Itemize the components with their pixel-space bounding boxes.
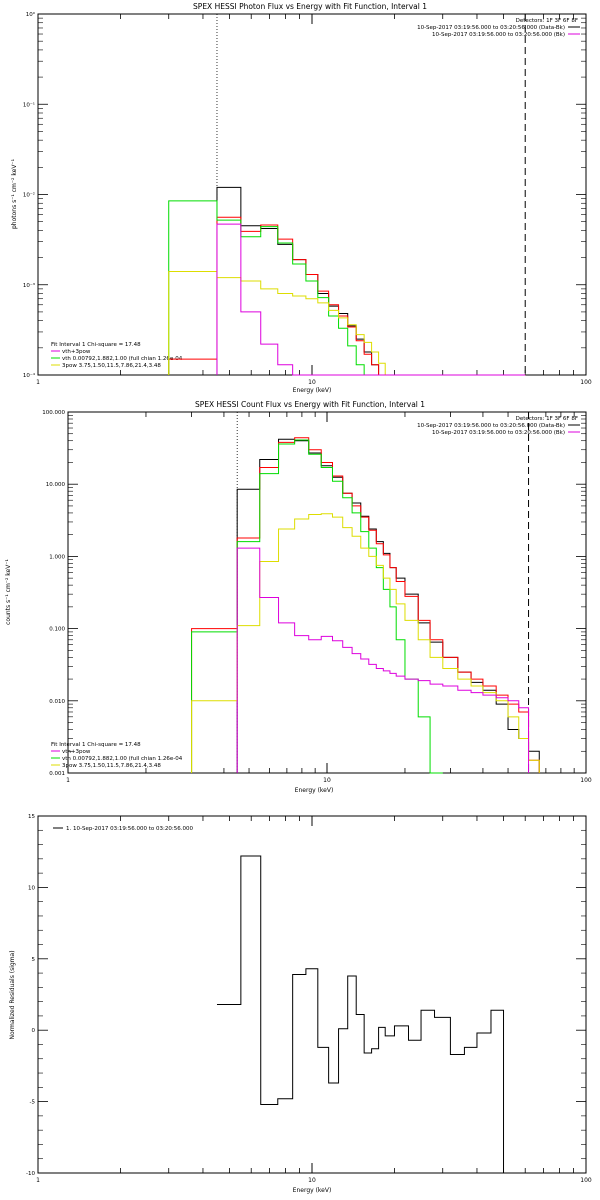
y-tick-label: 100.000 — [42, 410, 65, 416]
photon-flux-legend-bottom-0: Fit Interval 1 Chi-square = 17.48 — [51, 342, 141, 348]
x-tick-label: 1 — [36, 1177, 40, 1184]
y-tick-label: 10 — [28, 885, 35, 891]
count-flux-ylabel: counts s⁻¹ cm⁻² keV⁻¹ — [5, 559, 12, 625]
y-tick-label: 0.100 — [49, 627, 65, 633]
photon-flux-legend-bottom: Fit Interval 1 Chi-square = 17.48 vth+3p… — [51, 342, 183, 369]
photon-flux-legend-top-1: 10-Sep-2017 03:19:56.000 to 03:20:56.000… — [417, 25, 565, 31]
photon-flux-plot-frame — [37, 13, 587, 376]
photon-flux-xlabel: Energy (keV) — [293, 387, 332, 394]
total-series-line — [191, 437, 540, 773]
y-tick-label: -5 — [30, 1100, 36, 1106]
y-tick-label: 10.000 — [46, 482, 66, 488]
count-flux-legend-bottom-0: Fit Interval 1 Chi-square = 17.48 — [51, 742, 141, 748]
count-flux-legend-bottom-3: 3pow 3.75,1.50,11.5,7.86,21.4,3.48 — [62, 763, 161, 769]
x-tick-label: 100 — [580, 1177, 592, 1184]
photon-flux-legend-bottom-2: vth 0.00792,1.882,1.00 (full chian 1.26e… — [62, 356, 183, 362]
count-flux-legend-bottom: Fit Interval 1 Chi-square = 17.48 vth+3p… — [51, 742, 183, 769]
y-tick-label: 1.000 — [49, 554, 65, 560]
y-tick-label: 5 — [32, 957, 36, 963]
x-tick-label: 100 — [580, 379, 592, 386]
count-flux-xlabel: Energy (keV) — [295, 787, 334, 794]
residuals-panel: Energy (keV) Normalized Residuals (sigma… — [9, 814, 592, 1194]
x-tick-label: 1 — [36, 379, 40, 386]
y-tick-label: 0 — [32, 1028, 36, 1034]
photon-flux-ylabel: photons s⁻¹ cm⁻² keV⁻¹ — [11, 158, 18, 229]
y-tick-label: -10 — [26, 1171, 35, 1177]
x-tick-label: 1 — [66, 777, 70, 784]
count-flux-title: SPEX HESSI Count Flux vs Energy with Fit… — [195, 400, 425, 409]
x-tick-label: 100 — [580, 777, 592, 784]
residuals-ylabel: Normalized Residuals (sigma) — [9, 950, 16, 1039]
photon-flux-legend-top-0: Detectors: 1F 3F 6F 8F — [516, 18, 578, 24]
count-flux-legend-top-2: 10-Sep-2017 03:19:56.000 to 03:20:56.000… — [432, 430, 565, 436]
residuals-legend-0: 1. 10-Sep-2017 03:19:56.000 to 03:20:56.… — [66, 826, 193, 832]
total-series-line — [168, 216, 526, 376]
thermal-series-line — [168, 200, 451, 376]
y-tick-label: 15 — [28, 814, 35, 820]
photon-flux-title: SPEX HESSI Photon Flux vs Energy with Fi… — [193, 2, 427, 11]
count-flux-legend-top-1: 10-Sep-2017 03:19:56.000 to 03:20:56.000… — [417, 423, 565, 429]
background-series-line — [236, 547, 530, 773]
photon-flux-legend-bottom-3: 3pow 3.75,1.50,11.5,7.86,21.4,3.48 — [62, 363, 161, 369]
y-tick-label: 10⁻³ — [23, 282, 35, 289]
photon-flux-panel: SPEX HESSI Photon Flux vs Energy with Fi… — [11, 2, 592, 394]
x-tick-label: 10 — [308, 1177, 316, 1184]
data-series-line — [236, 438, 540, 773]
powerlaw-series-line — [168, 271, 526, 376]
x-tick-label: 10 — [308, 379, 316, 386]
y-tick-label: 10⁻⁴ — [23, 372, 36, 379]
count-flux-legend-bottom-1: vth+3pow — [62, 749, 91, 755]
y-tick-label: 0.001 — [49, 771, 65, 777]
background-series-line — [216, 223, 526, 376]
powerlaw-series-line — [191, 513, 540, 773]
count-flux-panel: SPEX HESSI Count Flux vs Energy with Fit… — [5, 400, 592, 794]
y-tick-label: 10⁰ — [26, 11, 36, 18]
residuals-series-line — [216, 855, 505, 1173]
count-flux-legend-top-0: Detectors: 1F 3F 6F 8F — [516, 416, 578, 422]
photon-flux-legend-top-2: 10-Sep-2017 03:19:56.000 to 03:20:56.000… — [432, 32, 565, 38]
y-tick-label: 10⁻¹ — [23, 101, 35, 108]
thermal-series-line — [191, 439, 443, 774]
y-tick-label: 10⁻² — [23, 192, 35, 199]
count-flux-legend-bottom-2: vth 0.00792,1.882,1.00 (full chian 1.26e… — [62, 756, 183, 762]
residuals-xlabel: Energy (keV) — [293, 1187, 332, 1194]
x-tick-label: 10 — [323, 777, 331, 784]
photon-flux-legend-bottom-1: vth+3pow — [62, 349, 91, 355]
y-tick-label: 0.010 — [49, 699, 65, 705]
